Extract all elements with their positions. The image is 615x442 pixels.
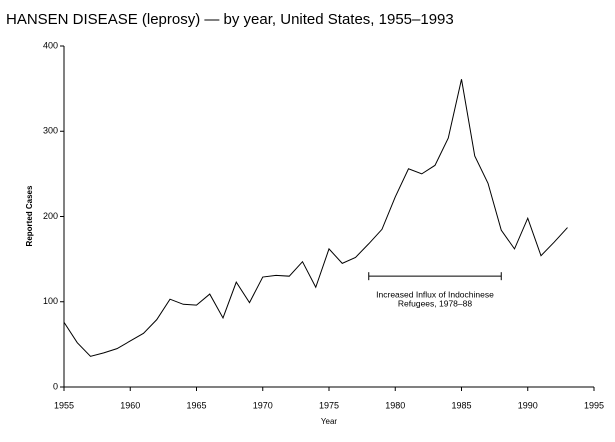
data-line: [63, 79, 568, 357]
x-tick-label: 1975: [319, 400, 339, 410]
y-tick-label: 100: [43, 296, 58, 306]
y-tick-label: 0: [53, 381, 58, 391]
x-tick-label: 1980: [385, 400, 405, 410]
x-tick-label: 1965: [186, 400, 206, 410]
annotation-text: Refugees, 1978–88: [398, 298, 472, 308]
x-tick-label: 1985: [451, 400, 471, 410]
y-tick-label: 400: [43, 40, 58, 50]
x-tick-label: 1995: [584, 400, 604, 410]
y-tick-label: 200: [43, 211, 58, 221]
chart-title: HANSEN DISEASE (leprosy) — by year, Unit…: [6, 11, 454, 28]
x-tick-label: 1960: [120, 400, 140, 410]
annotation-text: Increased Influx of Indochinese: [376, 289, 494, 299]
y-tick-label: 300: [43, 126, 58, 136]
x-axis-label: Year: [321, 417, 338, 426]
x-tick-label: 1970: [253, 400, 273, 410]
x-tick-label: 1990: [518, 400, 538, 410]
y-axis-label: Reported Cases: [25, 185, 34, 246]
x-tick-label: 1955: [54, 400, 74, 410]
